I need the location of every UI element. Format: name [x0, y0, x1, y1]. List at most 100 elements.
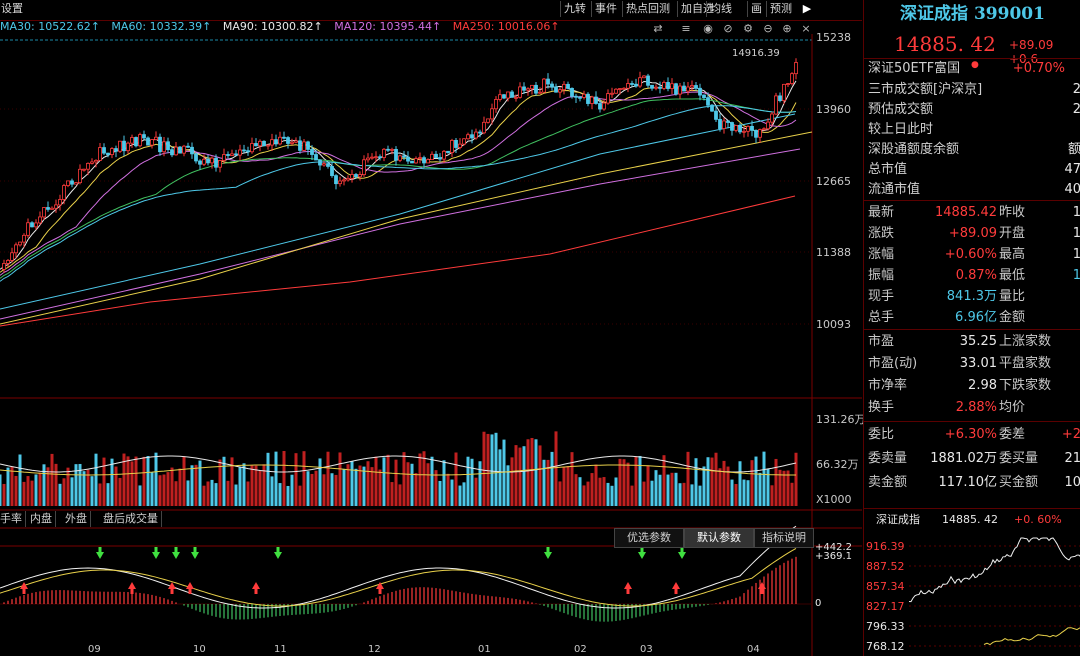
etf-row[interactable]: 深证50ETF富国 ● +0.70% [868, 59, 1080, 79]
valuation-row: 市盈(动) 33.01 平盘家数 [868, 353, 1080, 374]
volume-bar [302, 451, 306, 506]
quote-value: +0.60% [944, 247, 997, 262]
draw-button[interactable]: 画 [747, 1, 765, 17]
candle-body [694, 85, 698, 89]
candle-body [578, 96, 582, 99]
candle-body [162, 141, 166, 153]
candle-body [154, 136, 158, 140]
gear-icon[interactable]: ⚙ [743, 22, 753, 35]
candle-body [74, 182, 78, 185]
order-label: 委比 [868, 427, 895, 442]
mini-intraday-chart[interactable]: 916.39 887.52 857.34 827.17 796.33 768.12 [864, 532, 1080, 656]
candle-body [250, 143, 254, 153]
eye-icon[interactable]: ◉ [703, 22, 713, 35]
play-icon[interactable]: ▶ [802, 2, 812, 15]
hotspot-backtest-button[interactable]: 热点回测 [622, 1, 673, 17]
candle-body [22, 234, 26, 243]
forecast-button[interactable]: 预测 [766, 1, 795, 17]
default-params-tab[interactable]: 默认参数 [684, 528, 754, 548]
signal-arrow-stem [98, 547, 102, 552]
candle-body [382, 148, 386, 158]
quote-row: 最新 14885.42 昨收 1 [868, 202, 1080, 223]
candle-body [298, 140, 302, 151]
optimal-params-tab[interactable]: 优选参数 [614, 528, 684, 548]
hide-icon[interactable]: ⊘ [723, 22, 733, 35]
mini-axis-label: 768.12 [866, 640, 905, 653]
events-button[interactable]: 事件 [591, 1, 620, 17]
signal-arrow-stem [680, 547, 684, 552]
candle-body [598, 103, 602, 110]
add-watchlist-button[interactable]: 加自选 [677, 1, 717, 17]
candle-body [258, 140, 262, 147]
candle-body [186, 145, 190, 148]
tab-turnover[interactable]: 手率 [0, 511, 26, 527]
candle-body [446, 150, 450, 154]
tab-outer-volume[interactable]: 外盘 [62, 511, 91, 527]
buy-signal-icon [252, 582, 260, 589]
volume-bar [378, 469, 382, 506]
info-value: 2 [1072, 82, 1080, 97]
macd-dea-line [0, 547, 797, 607]
mini-avg-line [983, 627, 1080, 646]
zoom-out-icon[interactable]: ⊖ [763, 22, 773, 35]
volume-bar [670, 472, 674, 506]
volume-bar [598, 477, 602, 506]
kline-chart[interactable] [0, 34, 862, 656]
volume-bar [466, 456, 470, 506]
volume-ma-line [0, 455, 797, 473]
tab-inner-volume[interactable]: 内盘 [27, 511, 56, 527]
val-label: 市盈 [868, 334, 895, 349]
volume-bar [246, 481, 250, 506]
candle-body [734, 125, 738, 131]
quote-label: 涨跌 [868, 226, 895, 241]
sell-signal-icon [544, 552, 552, 559]
candle-body [566, 83, 570, 89]
x-axis-label: 04 [747, 644, 760, 655]
volume-bar [382, 457, 386, 506]
volume-bar [578, 477, 582, 506]
macd-dif-line [0, 525, 797, 609]
close-icon[interactable]: × [801, 22, 811, 35]
volume-bar [462, 482, 466, 506]
candle-body [6, 260, 10, 264]
jiuzhuan-button[interactable]: 九转 [560, 1, 589, 17]
val-label-2: 下跌家数 [999, 378, 1052, 393]
volume-bar [286, 485, 290, 506]
volume-bar [294, 453, 298, 506]
candle-body [730, 122, 734, 131]
volume-bar [638, 455, 642, 506]
candle-body [494, 99, 498, 110]
candle-body [658, 86, 662, 89]
candle-body [338, 180, 342, 185]
tab-after-hours[interactable]: 盘后成交量 [100, 511, 162, 527]
ma-settings-icon[interactable]: ≡ [681, 22, 691, 35]
volume-bar [342, 468, 346, 506]
ma-button[interactable]: 均线 [706, 1, 735, 17]
volume-bar [546, 459, 550, 506]
candle-body [142, 134, 146, 139]
candle-body [766, 121, 770, 130]
zoom-in-icon[interactable]: ⊕ [782, 22, 792, 35]
candle-body [654, 86, 658, 89]
candle-body [122, 140, 126, 152]
sell-signal-icon [638, 552, 646, 559]
volume-bar [542, 459, 546, 506]
ma90-line [0, 131, 813, 325]
x-axis-label: 09 [88, 644, 101, 655]
candle-body [10, 252, 14, 261]
candle-body [534, 84, 538, 94]
settings-fragment[interactable]: 设置 [1, 2, 23, 15]
shuffle-icon[interactable]: ⇄ [653, 22, 663, 35]
val-value: 2.98 [968, 378, 997, 393]
indicator-help-tab[interactable]: 指标说明 [754, 528, 814, 548]
volume-bar [66, 467, 70, 506]
candle-body [82, 168, 86, 171]
volume-bar [422, 451, 426, 506]
volume-bar [654, 470, 658, 506]
val-label-2: 均价 [999, 400, 1026, 415]
volume-bar [506, 465, 510, 506]
candle-body [590, 96, 594, 104]
volume-bar [438, 480, 442, 506]
volume-bar [778, 469, 782, 506]
volume-bar [490, 434, 494, 506]
